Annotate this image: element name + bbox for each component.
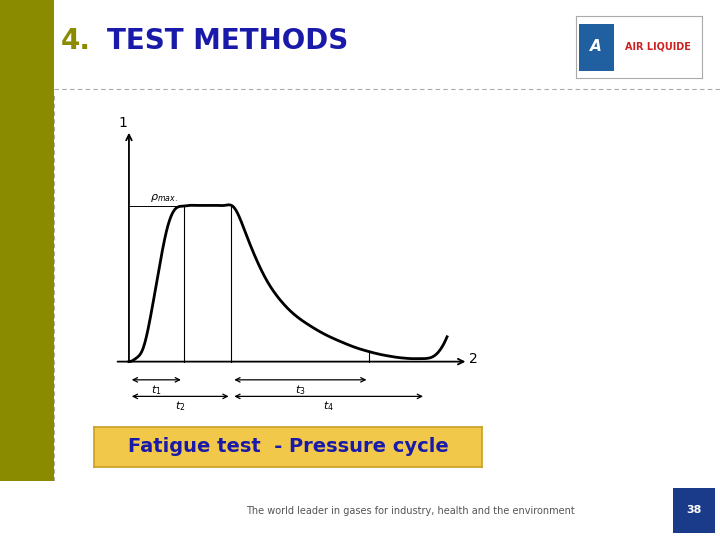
Text: TEST METHODS: TEST METHODS: [107, 28, 348, 56]
Text: 1: 1: [118, 116, 127, 130]
Text: 38: 38: [686, 505, 702, 515]
FancyBboxPatch shape: [579, 24, 614, 71]
FancyBboxPatch shape: [673, 488, 715, 533]
Text: AIR LIQUIDE: AIR LIQUIDE: [625, 41, 690, 51]
Text: The world leader in gases for industry, health and the environment: The world leader in gases for industry, …: [246, 507, 575, 516]
Text: $t_1$: $t_1$: [151, 383, 161, 397]
Text: Fatigue test  - Pressure cycle: Fatigue test - Pressure cycle: [127, 437, 449, 456]
Text: A: A: [590, 38, 602, 53]
Text: $t_3$: $t_3$: [295, 383, 306, 397]
Text: 4.: 4.: [60, 28, 91, 56]
Text: 2: 2: [469, 352, 478, 366]
Text: $\rho_{max.}$: $\rho_{max.}$: [150, 192, 178, 204]
Text: $t_2$: $t_2$: [175, 400, 186, 414]
Text: $t_4$: $t_4$: [323, 400, 334, 414]
